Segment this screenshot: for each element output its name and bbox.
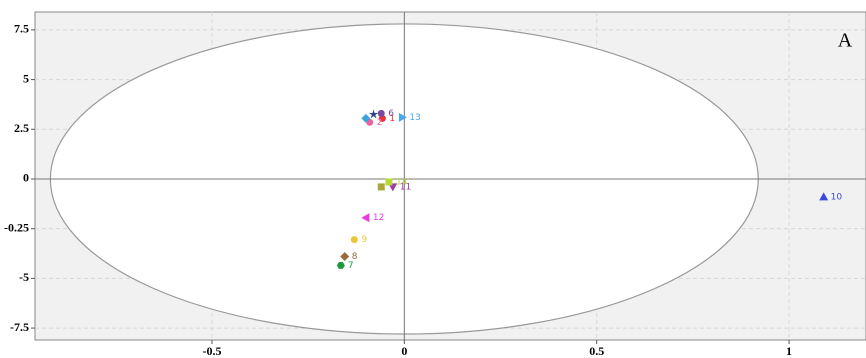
x-tick-label: -0.5 (202, 344, 221, 358)
y-tick-label: 0 (23, 171, 29, 185)
point (350, 236, 358, 244)
point-label: 9 (361, 235, 367, 245)
x-tick-label: 0.5 (589, 344, 604, 358)
point-label: 10 (831, 192, 843, 202)
point-label: 12 (373, 213, 384, 223)
point-label: 13 (409, 113, 420, 123)
point (377, 109, 385, 117)
y-tick-label: 5 (23, 71, 29, 85)
point (398, 112, 407, 122)
y-tick-label: -5 (19, 270, 29, 284)
point-label: 6 (388, 109, 394, 119)
point (385, 178, 393, 186)
point-label: 2 (377, 118, 383, 128)
point (368, 109, 379, 119)
point (361, 213, 370, 223)
y-tick-label: -0.25 (4, 220, 29, 234)
x-tick-label: 1 (786, 344, 792, 358)
point-label: 1 (389, 114, 395, 124)
y-tick-label: 2.5 (14, 121, 29, 135)
x-tick-label: 0 (401, 344, 407, 358)
point (377, 183, 385, 191)
point-label: 14 (396, 177, 408, 187)
point (361, 113, 371, 123)
point-label: 8 (352, 252, 358, 262)
point (819, 192, 829, 201)
point (340, 252, 350, 262)
y-tick-label: 7.5 (14, 22, 29, 36)
point (336, 261, 345, 269)
y-tick-label: -7.5 (10, 320, 29, 334)
point-label: 7 (348, 261, 354, 271)
point-label: 11 (400, 182, 411, 192)
panel-label: A (838, 30, 853, 52)
